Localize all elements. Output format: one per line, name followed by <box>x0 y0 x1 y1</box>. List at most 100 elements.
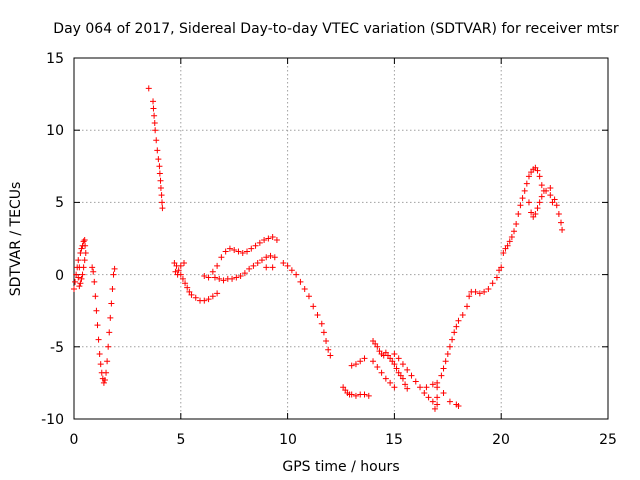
data-point-10-0 <box>434 379 441 386</box>
data-point-11-2 <box>504 242 511 249</box>
y-tick-label-5: 5 <box>55 195 64 211</box>
data-point-1-14 <box>104 358 111 365</box>
data-point-0-7 <box>78 245 85 252</box>
data-point-7-11 <box>357 358 364 365</box>
data-point-0-12 <box>82 249 89 256</box>
x-tick-label-5: 5 <box>177 432 186 448</box>
y-tick-label-neg5: -5 <box>50 340 64 356</box>
data-point-4-11 <box>248 245 255 252</box>
data-point-11-4 <box>508 234 515 241</box>
data-point-4-0 <box>201 273 208 280</box>
data-point-9-15 <box>446 398 453 405</box>
data-point-2-13 <box>158 192 165 199</box>
data-point-1-18 <box>108 300 115 307</box>
data-point-8-10 <box>391 361 398 368</box>
data-point-0-13 <box>81 257 88 264</box>
data-point-8-21 <box>387 379 394 386</box>
data-point-0-10 <box>81 236 88 243</box>
data-point-1-13 <box>103 369 110 376</box>
data-point-11-12 <box>525 173 532 180</box>
data-point-8-19 <box>378 369 385 376</box>
data-point-10-17 <box>485 286 492 293</box>
series-seg-c <box>145 85 166 212</box>
data-point-11-25 <box>536 199 543 206</box>
data-point-10-2 <box>440 365 447 372</box>
data-point-11-17 <box>536 173 543 180</box>
data-point-10-9 <box>455 317 462 324</box>
data-point-1-1 <box>90 268 97 275</box>
data-point-2-0 <box>145 85 152 92</box>
data-point-8-20 <box>382 375 389 382</box>
data-point-9-3 <box>404 366 411 373</box>
data-point-10-11 <box>464 303 471 310</box>
data-point-9-0 <box>391 351 398 358</box>
data-point-4-5 <box>222 248 229 255</box>
data-point-9-7 <box>421 390 428 397</box>
data-point-4-9 <box>239 249 246 256</box>
data-point-9-18 <box>434 394 441 401</box>
y-tick-label-15: 15 <box>46 51 64 67</box>
data-point-3-12 <box>205 296 212 303</box>
data-point-11-6 <box>513 221 520 228</box>
grid-lines <box>74 58 608 419</box>
data-point-8-11 <box>393 365 400 372</box>
data-point-0-1 <box>72 278 79 285</box>
data-point-11-5 <box>511 228 518 235</box>
data-point-11-8 <box>517 202 524 209</box>
series-seg-j <box>391 351 462 412</box>
data-point-10-6 <box>449 336 456 343</box>
data-point-5-7 <box>241 270 248 277</box>
data-point-5-4 <box>229 275 236 282</box>
data-point-7-10 <box>352 361 359 368</box>
series-seg-d <box>171 260 221 304</box>
data-point-11-31 <box>555 210 562 217</box>
data-point-11-27 <box>543 187 550 194</box>
data-point-7-5 <box>352 392 359 399</box>
data-point-11-21 <box>528 209 535 216</box>
data-point-11-32 <box>558 219 565 226</box>
data-point-5-2 <box>220 277 227 284</box>
data-point-2-2 <box>150 105 157 112</box>
data-point-11-11 <box>523 180 530 187</box>
data-point-9-1 <box>395 355 402 362</box>
series-seg-a <box>71 236 89 293</box>
series-seg-h <box>340 355 372 399</box>
data-point-1-5 <box>94 322 101 329</box>
data-point-2-3 <box>151 112 158 119</box>
data-point-11-34 <box>547 192 554 199</box>
data-point-2-15 <box>159 205 166 212</box>
data-point-1-16 <box>106 329 113 336</box>
y-tick-label-10: 10 <box>46 123 64 139</box>
data-point-6-7 <box>310 303 317 310</box>
data-point-1-6 <box>95 336 102 343</box>
data-point-8-16 <box>404 385 411 392</box>
data-point-6-12 <box>325 346 332 353</box>
data-point-3-4 <box>179 275 186 282</box>
data-point-10-14 <box>472 288 479 295</box>
data-point-6-0 <box>280 260 287 267</box>
series-seg-g <box>280 260 334 359</box>
data-point-10-4 <box>444 351 451 358</box>
data-point-4-14 <box>261 236 268 243</box>
data-point-3-6 <box>184 284 191 291</box>
y-tick-label-0: 0 <box>55 268 64 284</box>
data-point-0-19 <box>75 274 82 281</box>
data-point-6-6 <box>305 293 312 300</box>
data-point-1-3 <box>92 293 99 300</box>
data-point-10-16 <box>481 288 488 295</box>
data-point-10-21 <box>498 264 505 271</box>
series-seg-e <box>201 234 280 281</box>
data-point-4-2 <box>209 268 216 275</box>
data-point-5-6 <box>237 273 244 280</box>
data-point-5-15 <box>263 264 270 271</box>
data-point-11-18 <box>538 182 545 189</box>
data-point-5-0 <box>211 274 218 281</box>
data-point-3-2 <box>175 267 182 274</box>
data-point-6-13 <box>327 352 334 359</box>
data-point-1-8 <box>97 361 104 368</box>
data-point-1-15 <box>105 343 112 350</box>
series-seg-k <box>434 264 505 386</box>
data-point-4-7 <box>231 247 238 254</box>
data-point-4-16 <box>269 234 276 241</box>
